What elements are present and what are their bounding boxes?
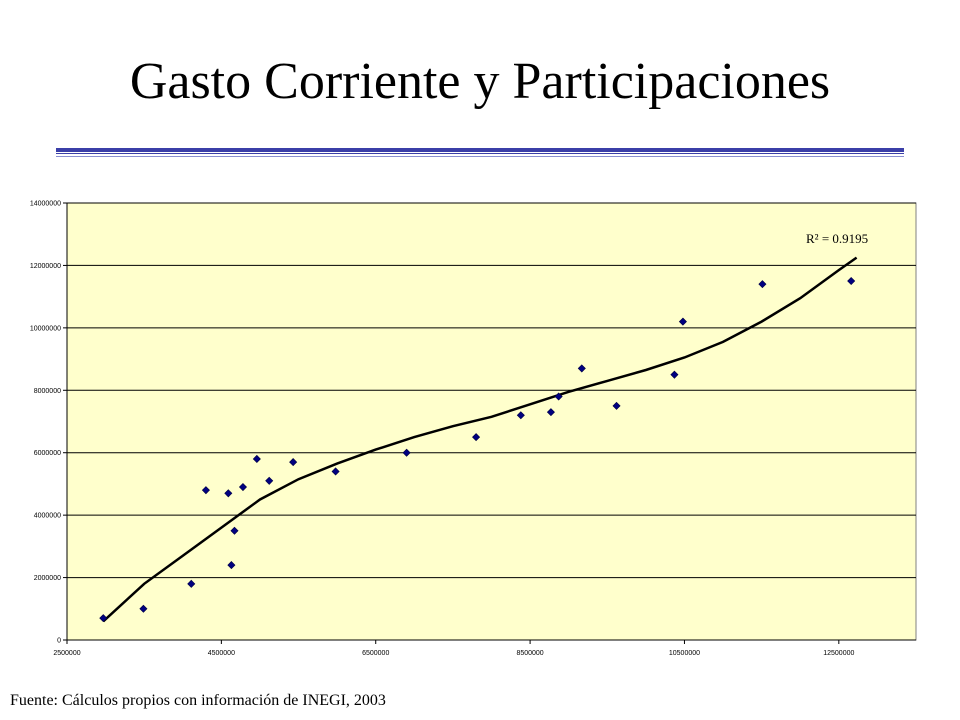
title-underline-light (56, 156, 904, 157)
y-tick-label: 2000000 (34, 575, 61, 582)
plot-area (66, 202, 917, 641)
r-squared-annotation: R² = 0.9195 (806, 231, 868, 246)
y-tick-label: 0 (57, 638, 61, 645)
data-point (252, 454, 261, 463)
data-point (139, 604, 148, 613)
data-point (577, 364, 586, 373)
y-tick-label: 10000000 (30, 325, 61, 332)
data-point (670, 370, 679, 379)
title-underline-thin (56, 153, 904, 154)
x-tick-label: 8500000 (516, 650, 543, 657)
data-point (554, 392, 563, 401)
y-tick-label: 6000000 (34, 450, 61, 457)
data-point (331, 467, 340, 476)
data-point (99, 614, 108, 623)
data-point (201, 486, 210, 495)
trendline (102, 256, 858, 623)
data-point (847, 277, 856, 286)
x-tick-label: 4500000 (208, 650, 235, 657)
data-point (187, 579, 196, 588)
data-point (678, 317, 687, 326)
y-tick-label: 8000000 (34, 388, 61, 395)
y-tick-label: 12000000 (30, 263, 61, 270)
data-point (230, 526, 239, 535)
slide-title: Gasto Corriente y Participaciones (129, 53, 831, 110)
x-tick-label: 12500000 (823, 650, 854, 657)
y-tick-label: 4000000 (34, 513, 61, 520)
title-underline (56, 148, 904, 152)
scatter-chart: 0 2000000 4000000 6000000 8000000 10000000 120… (30, 201, 917, 658)
data-point (612, 401, 621, 410)
data-point (758, 280, 767, 289)
data-point (516, 411, 525, 420)
axes (63, 202, 916, 644)
x-tick-label: 2500000 (53, 650, 80, 657)
x-tick-label: 10500000 (669, 650, 700, 657)
grid-lines (67, 202, 916, 579)
data-point (546, 408, 555, 417)
data-point (265, 476, 274, 485)
data-point (238, 483, 247, 492)
data-point (472, 433, 481, 442)
y-tick-label: 14000000 (30, 201, 61, 208)
data-point (289, 458, 298, 467)
source-note: Fuente: Cálculos propios con información… (10, 692, 386, 709)
x-tick-label: 6500000 (362, 650, 389, 657)
data-points (99, 277, 856, 623)
data-point (227, 561, 236, 570)
data-point (224, 489, 233, 498)
data-point (402, 448, 411, 457)
tick-labels: 0 2000000 4000000 6000000 8000000 10000000 120… (30, 201, 855, 658)
